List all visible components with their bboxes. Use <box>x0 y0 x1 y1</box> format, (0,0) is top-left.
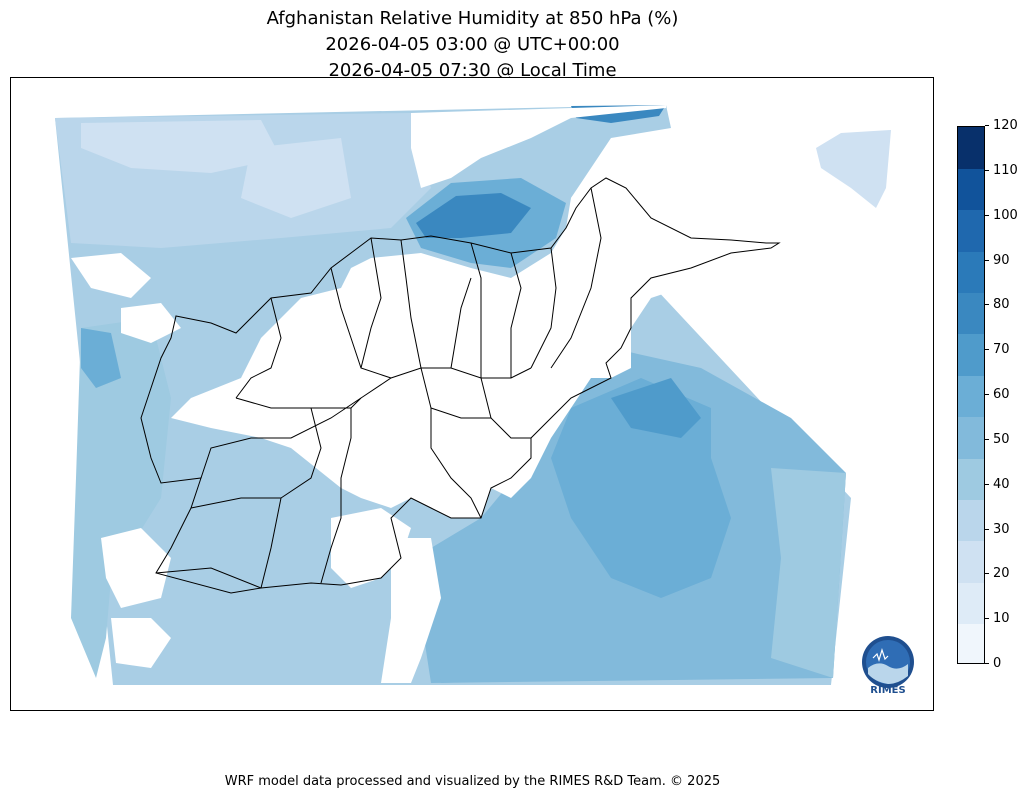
colorbar-tick-label: 60 <box>993 387 1010 402</box>
colorbar-tick-label: 120 <box>993 118 1018 133</box>
colorbar-tick: 40 <box>985 476 1030 492</box>
colorbar-tick-label: 110 <box>993 162 1018 178</box>
mask-sw-patch <box>101 528 171 608</box>
colorbar-segment <box>958 168 984 211</box>
footer-credit: WRF model data processed and visualized … <box>224 774 721 789</box>
colorbar-tick: 50 <box>985 431 1030 447</box>
colorbar-tick: 0 <box>985 657 1030 671</box>
colorbar-tick-mark <box>985 394 989 395</box>
province-boundaries <box>140 177 781 594</box>
colorbar-tick-label: 100 <box>993 207 1018 223</box>
rimes-logo: RIMES <box>855 632 921 702</box>
colorbar-segment <box>958 209 984 252</box>
colorbar-tick-label: 10 <box>993 611 1010 627</box>
colorbar-tick: 10 <box>985 612 1030 626</box>
colorbar <box>957 126 985 664</box>
colorbar-segment <box>958 499 984 542</box>
ne-blob <box>816 130 891 208</box>
colorbar-tick: 100 <box>985 207 1030 223</box>
mask-south-gap <box>381 538 441 683</box>
colorbar-tick: 30 <box>985 521 1030 537</box>
colorbar-tick: 70 <box>985 343 1030 357</box>
colorbar-tick-mark <box>985 573 989 575</box>
colorbar-tick-label: 80 <box>993 297 1010 313</box>
mask-west-patch-1 <box>71 253 151 298</box>
colorbar-tick-label: 0 <box>993 656 1002 671</box>
colorbar-ticks: 0 10 20 30 40 50 60 70 80 90 100 110 120 <box>985 119 1030 671</box>
north-moist-core <box>416 193 531 238</box>
southeast-inner <box>611 378 701 438</box>
mask-sw-patch-2 <box>111 618 171 668</box>
colorbar-tick-mark <box>985 169 989 171</box>
colorbar-tick-label: 30 <box>993 521 1010 537</box>
colorbar-tick-label: 40 <box>993 476 1010 492</box>
colorbar-segment <box>958 375 984 418</box>
colorbar-tick-mark <box>985 663 989 664</box>
southeast-east-light <box>771 468 846 678</box>
west-band <box>71 318 171 678</box>
colorbar-tick: 60 <box>985 388 1030 402</box>
mask-west-patch-2 <box>121 303 181 343</box>
colorbar-tick-mark <box>985 125 989 126</box>
colorbar-tick-mark <box>985 618 989 620</box>
north-lightest-patch <box>81 120 281 173</box>
title-line-1: Afghanistan Relative Humidity at 850 hPa… <box>266 8 679 29</box>
nw-patch <box>241 138 351 218</box>
chart-title: Afghanistan Relative Humidity at 850 hPa… <box>10 6 935 84</box>
logo-text: RIMES <box>870 685 906 696</box>
colorbar-tick-mark <box>985 438 989 440</box>
colorbar-segment <box>958 251 984 294</box>
west-darker <box>81 328 121 388</box>
colorbar-tick-mark <box>985 259 989 261</box>
title-line-3: 2026-04-05 07:30 @ Local Time <box>328 60 617 81</box>
colorbar-tick: 80 <box>985 298 1030 312</box>
title-line-2: 2026-04-05 03:00 @ UTC+00:00 <box>325 34 620 55</box>
colorbar-tick: 110 <box>985 162 1030 178</box>
colorbar-tick: 120 <box>985 119 1030 133</box>
rimes-emblem-icon <box>862 636 914 688</box>
colorbar-segment <box>958 416 984 459</box>
colorbar-segment <box>958 582 984 625</box>
colorbar-tick-label: 50 <box>993 431 1010 447</box>
colorbar-tick-label: 20 <box>993 566 1010 582</box>
colorbar-tick-label: 90 <box>993 252 1010 268</box>
colorbar-tick-mark <box>985 483 989 485</box>
colorbar-segment <box>958 623 984 663</box>
colorbar-segment <box>958 333 984 376</box>
colorbar-tick: 20 <box>985 567 1030 581</box>
colorbar-tick-mark <box>985 214 989 216</box>
colorbar-segment <box>958 292 984 335</box>
colorbar-segment <box>958 127 984 169</box>
colorbar-tick-mark <box>985 349 989 351</box>
colorbar-tick-mark <box>985 528 989 530</box>
colorbar-tick-label: 70 <box>993 342 1010 358</box>
colorbar-segment <box>958 458 984 500</box>
colorbar-tick-mark <box>985 304 989 306</box>
south-strip <box>431 598 591 683</box>
map-frame <box>10 77 934 711</box>
humidity-map <box>55 105 891 685</box>
colorbar-tick: 90 <box>985 252 1030 268</box>
colorbar-segment <box>958 540 984 583</box>
mask-nw-gap <box>411 105 666 188</box>
